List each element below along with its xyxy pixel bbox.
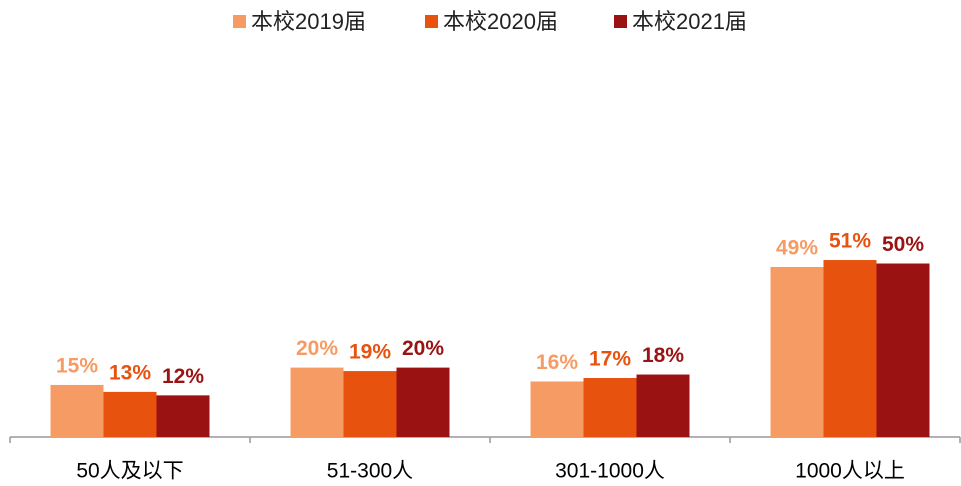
- legend-label: 本校2020届: [443, 9, 558, 34]
- value-label: 49%: [776, 237, 818, 260]
- bar: [530, 381, 584, 437]
- legend-swatch: [425, 15, 438, 28]
- x-tick-label: 50人及以下: [76, 460, 183, 483]
- value-label: 20%: [402, 337, 444, 360]
- bar: [343, 371, 397, 437]
- legend-swatch: [614, 15, 627, 28]
- bar: [583, 378, 637, 437]
- x-tick-label: 301-1000人: [555, 460, 665, 483]
- bar: [823, 260, 877, 437]
- bar: [396, 367, 450, 437]
- bar: [103, 391, 157, 437]
- value-label: 15%: [56, 354, 98, 377]
- value-label: 18%: [642, 344, 684, 367]
- value-label: 16%: [536, 351, 578, 374]
- value-label: 17%: [589, 348, 631, 371]
- legend-label: 本校2021届: [632, 9, 747, 34]
- value-label: 12%: [162, 365, 204, 388]
- x-tick-label: 51-300人: [327, 460, 413, 483]
- value-label: 50%: [882, 233, 924, 256]
- value-label: 13%: [109, 361, 151, 384]
- bar: [876, 263, 930, 437]
- value-label: 20%: [296, 337, 338, 360]
- x-tick-label: 1000人以上: [795, 460, 905, 483]
- bar: [156, 395, 210, 437]
- legend-label: 本校2019届: [251, 9, 366, 34]
- value-label: 51%: [829, 230, 871, 253]
- bar: [50, 384, 104, 437]
- legend-swatch: [233, 15, 246, 28]
- bar: [636, 374, 690, 437]
- bar: [290, 367, 344, 437]
- value-label: 19%: [349, 341, 391, 364]
- bar: [770, 266, 824, 437]
